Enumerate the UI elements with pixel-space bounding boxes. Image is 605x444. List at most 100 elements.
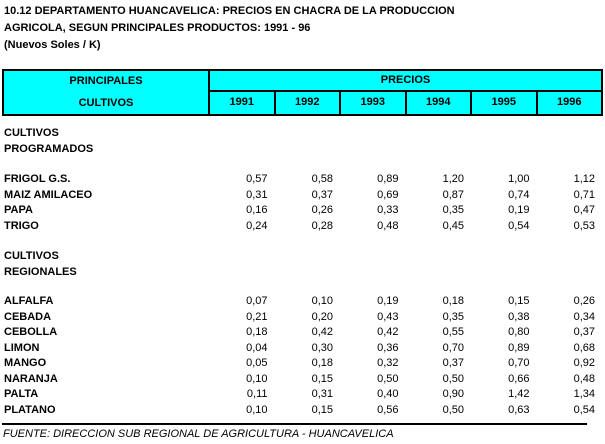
row-value: 0,69 <box>377 188 399 201</box>
title-line-2: AGRICOLA, SEGUN PRINCIPALES PRODUCTOS: 1… <box>4 22 311 34</box>
header-left-line-1: PRINCIPALES <box>69 75 143 87</box>
row-value: 0,19 <box>377 295 399 307</box>
row-value: 0,80 <box>508 326 530 338</box>
row-value: 0,48 <box>377 219 399 232</box>
row-value: 1,00 <box>508 173 530 185</box>
row-value: 0,43 <box>377 310 399 323</box>
row-label: TRIGO <box>4 219 39 232</box>
header-left-line-2: CULTIVOS <box>78 97 134 109</box>
header-principales-cultivos: PRINCIPALES CULTIVOS <box>4 71 210 114</box>
spacer <box>2 157 603 172</box>
row-value: 0,36 <box>377 341 399 354</box>
row-value: 0,50 <box>442 403 464 416</box>
row-value: 0,11 <box>246 388 268 400</box>
footer-divider <box>2 423 587 425</box>
header-precios-group: PRECIOS 1991 1992 1993 1994 1995 1996 <box>210 71 601 114</box>
row-value: 0,87 <box>442 188 464 201</box>
table-row: PLATANO 0,10 0,15 0,56 0,50 0,63 0,54 <box>2 403 603 419</box>
row-value: 0,48 <box>573 372 595 385</box>
row-value: 0,20 <box>311 310 333 323</box>
row-value: 0,42 <box>311 326 333 338</box>
row-value: 0,55 <box>442 326 464 338</box>
table-row: MANGO 0,05 0,18 0,32 0,37 0,70 0,92 <box>2 356 603 372</box>
row-value: 0,40 <box>377 388 399 400</box>
section-heading-line-2: REGIONALES <box>4 265 77 278</box>
row-value: 0,32 <box>377 357 399 369</box>
row-value: 0,30 <box>311 341 333 354</box>
row-value: 0,33 <box>377 204 399 216</box>
row-label: MAIZ AMILACEO <box>4 188 93 201</box>
header-year-1995: 1995 <box>472 92 538 114</box>
row-value: 1,20 <box>442 173 464 185</box>
row-label: MANGO <box>4 357 47 369</box>
row-value: 0,45 <box>442 219 464 232</box>
row-value: 0,54 <box>508 219 530 232</box>
row-value: 0,54 <box>573 403 595 416</box>
row-value: 0,37 <box>442 357 464 369</box>
row-label: ALFALFA <box>4 295 54 307</box>
row-label: CEBOLLA <box>4 326 58 338</box>
section-heading: CULTIVOS REGIONALES <box>2 249 603 280</box>
spacer <box>2 117 603 126</box>
title-unit: (Nuevos Soles / K) <box>4 39 101 51</box>
row-value: 0,70 <box>508 357 530 369</box>
row-value: 0,26 <box>573 295 595 307</box>
row-value: 0,35 <box>442 204 464 216</box>
row-label: FRIGOL G.S. <box>4 173 71 185</box>
table-row: LIMON 0,04 0,30 0,36 0,70 0,89 0,68 <box>2 341 603 357</box>
row-value: 0,58 <box>311 173 333 185</box>
row-value: 0,16 <box>246 204 268 216</box>
row-value: 0,38 <box>508 310 530 323</box>
row-value: 0,05 <box>246 357 268 369</box>
header-precios-label: PRECIOS <box>210 71 601 92</box>
row-value: 0,15 <box>311 372 333 385</box>
row-value: 0,21 <box>246 310 268 323</box>
row-value: 0,07 <box>246 295 268 307</box>
header-year-1993: 1993 <box>341 92 407 114</box>
row-value: 0,18 <box>311 357 333 369</box>
spacer <box>2 234 603 249</box>
row-value: 0,89 <box>508 341 530 354</box>
table-row: ALFALFA 0,07 0,10 0,19 0,18 0,15 0,26 <box>2 294 603 310</box>
table-row: PAPA 0,16 0,26 0,33 0,35 0,19 0,47 <box>2 203 603 219</box>
table-row: NARANJA 0,10 0,15 0,50 0,50 0,66 0,48 <box>2 372 603 388</box>
table-header: PRINCIPALES CULTIVOS PRECIOS 1991 1992 199… <box>2 69 603 116</box>
row-value: 0,71 <box>573 188 595 201</box>
row-value: 0,28 <box>311 219 333 232</box>
table-row: FRIGOL G.S. 0,57 0,58 0,89 1,20 1,00 1,12 <box>2 172 603 188</box>
row-value: 0,70 <box>442 341 464 354</box>
row-value: 0,10 <box>246 372 268 385</box>
row-label: PAPA <box>4 204 33 216</box>
header-year-1992: 1992 <box>276 92 341 114</box>
row-value: 0,92 <box>573 357 595 369</box>
row-value: 0,42 <box>377 326 399 338</box>
table-row: CEBOLLA 0,18 0,42 0,42 0,55 0,80 0,37 <box>2 325 603 341</box>
row-value: 0,10 <box>311 295 333 307</box>
title-line-1: 10.12 DEPARTAMENTO HUANCAVELICA: PRECIOS… <box>4 5 455 17</box>
row-value: 0,37 <box>573 326 595 338</box>
row-value: 1,12 <box>573 173 595 185</box>
header-year-1994: 1994 <box>407 92 472 114</box>
row-value: 0,68 <box>573 341 595 354</box>
section-heading-line-1: CULTIVOS <box>4 250 59 262</box>
row-label: CEBADA <box>4 310 52 323</box>
row-value: 0,04 <box>246 341 268 354</box>
row-value: 0,89 <box>377 173 399 185</box>
header-years-row: 1991 1992 1993 1994 1995 1996 <box>210 92 601 114</box>
row-value: 0,15 <box>508 295 530 307</box>
row-value: 0,19 <box>508 204 530 216</box>
spacer <box>2 280 603 294</box>
page-title: 10.12 DEPARTAMENTO HUANCAVELICA: PRECIOS… <box>4 3 455 54</box>
row-label: PALTA <box>4 388 39 400</box>
section-heading: CULTIVOS PROGRAMADOS <box>2 126 603 157</box>
row-value: 0,10 <box>246 403 268 416</box>
row-value: 0,47 <box>573 204 595 216</box>
row-value: 0,18 <box>442 295 464 307</box>
header-year-1996: 1996 <box>557 96 582 108</box>
row-value: 0,26 <box>311 204 333 216</box>
row-label: NARANJA <box>4 372 58 385</box>
header-year-1991: 1991 <box>210 92 276 114</box>
row-value: 0,63 <box>508 403 530 416</box>
source-note: FUENTE: DIRECCION SUB REGIONAL DE AGRICU… <box>3 428 394 440</box>
